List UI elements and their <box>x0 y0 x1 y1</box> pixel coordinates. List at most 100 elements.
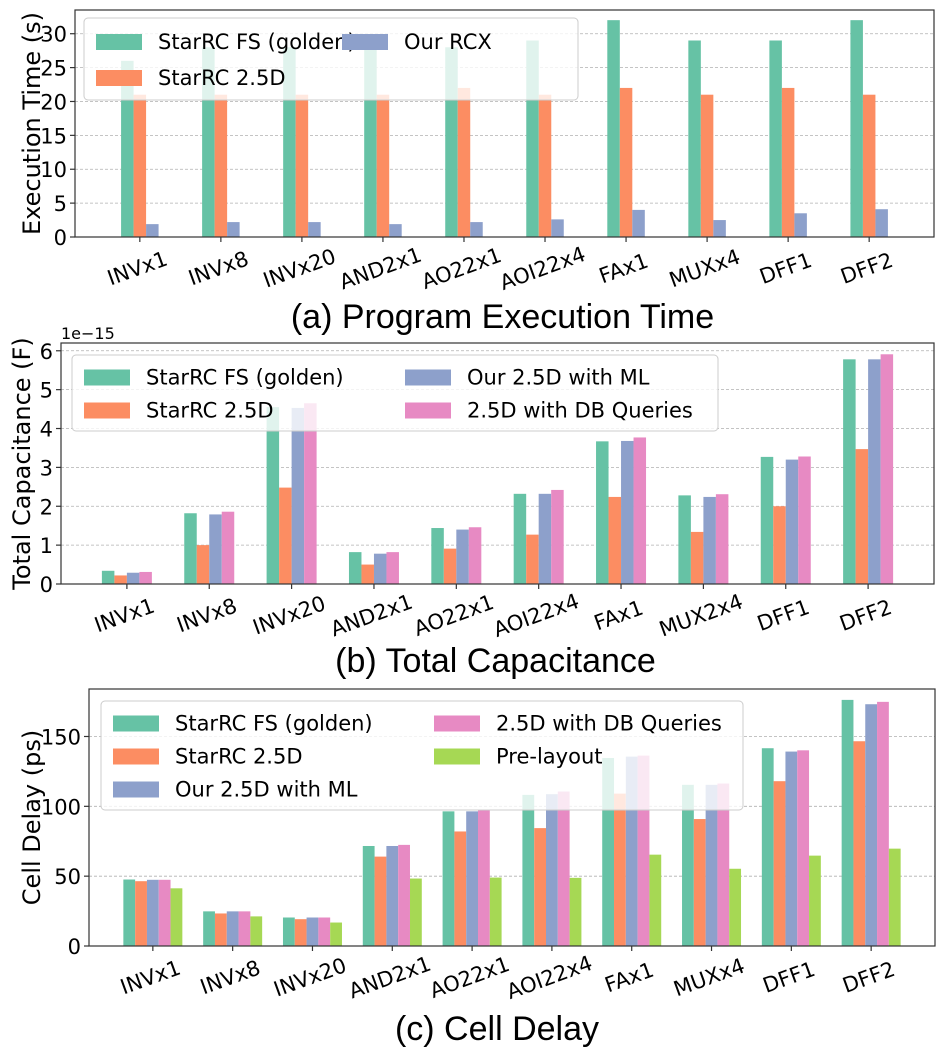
bar-prelayout-dff1 <box>809 855 821 946</box>
legend-swatch-starrc25d <box>113 748 159 765</box>
y-tick-label: 0 <box>40 573 53 597</box>
bar-prelayout-fax1 <box>649 854 662 946</box>
y-tick-label: 0 <box>54 226 67 250</box>
bar-golden-fax1 <box>607 20 620 237</box>
bar-prelayout-invx1 <box>170 888 183 946</box>
x-tick-label: MUXx4 <box>666 245 743 293</box>
bar-golden-dff1 <box>760 456 774 584</box>
bar-starrc25d-ao22x1 <box>454 831 467 946</box>
x-tick-label: AO22x1 <box>411 590 497 641</box>
bar-ml-invx1 <box>146 879 159 946</box>
x-tick-label: AOI22x4 <box>490 589 582 642</box>
x-tick-label: AO22x1 <box>418 243 504 294</box>
bar-golden-ao22x1 <box>431 528 444 584</box>
bar-ml-dff1 <box>785 751 798 946</box>
legend-label: StarRC FS (golden) <box>175 712 373 736</box>
x-tick-label: INVx8 <box>197 956 264 1000</box>
x-tick-label: INVx20 <box>250 591 329 639</box>
legend-label: Our 2.5D with ML <box>467 366 650 390</box>
y-tick-label: 10 <box>40 158 67 182</box>
bar-prelayout-invx8 <box>250 916 263 946</box>
y-tick-label: 150 <box>41 725 81 749</box>
bar-db-fax1 <box>633 437 647 584</box>
y-tick-label: 20 <box>40 90 67 114</box>
bar-ml-ao22x1 <box>466 811 478 946</box>
x-tick-label: INVx8 <box>185 247 252 291</box>
legend-swatch-golden <box>84 369 130 386</box>
axes-frame <box>60 342 935 585</box>
bar-ml-dff2 <box>875 209 888 237</box>
bar-prelayout-ao22x1 <box>489 877 502 946</box>
legend-label: StarRC 2.5D <box>175 745 303 769</box>
bar-golden-ao22x1 <box>442 811 455 946</box>
chart-panel-2: 0 1 2 3 4 5 6 INVx1 INVx8 INVx20AND2x1AO22x1AOI22… <box>8 324 935 680</box>
bar-golden-muxx4 <box>688 40 701 237</box>
bar-prelayout-invx20 <box>330 922 342 946</box>
bar-starrc25d-aoi22x4 <box>538 94 552 237</box>
axes-frame <box>88 688 936 947</box>
bar-starrc25d-and2x1 <box>361 564 374 584</box>
y-tick-label: 25 <box>40 57 67 81</box>
panel-caption: (a) Program Execution Time <box>291 298 714 336</box>
y-tick-label: 2 <box>40 495 53 519</box>
legend-item: 2.5D with DB Queries <box>405 399 693 423</box>
bar-db-invx8 <box>221 511 235 584</box>
bar-golden-mux2x4 <box>678 495 691 584</box>
bar-starrc25d-invx1 <box>114 575 127 584</box>
bar-golden-invx8 <box>203 911 215 946</box>
bar-ml-aoi22x4 <box>546 794 558 946</box>
bar-ml-mux2x4 <box>703 496 716 584</box>
bar-golden-dff2 <box>843 359 856 584</box>
bar-starrc25d-muxx4 <box>693 819 706 946</box>
legend-item: Our 2.5D with ML <box>405 366 650 390</box>
legend-box <box>100 700 744 811</box>
bar-starrc25d-dff1 <box>781 87 795 237</box>
bar-golden-fax1 <box>596 441 609 584</box>
bar-starrc25d-fax1 <box>614 793 626 946</box>
bar-starrc25d-dff1 <box>773 781 786 946</box>
legend-item: StarRC FS (golden) <box>96 30 356 54</box>
bar-db-and2x1 <box>386 552 399 584</box>
bar-ml-fax1 <box>632 209 645 237</box>
bar-ml-aoi22x4 <box>551 219 564 237</box>
panel-caption: (b) Total Capacitance <box>335 642 656 680</box>
bar-golden-aoi22x4 <box>522 794 535 946</box>
x-tick-label: FAx1 <box>596 249 651 289</box>
bar-starrc25d-invx8 <box>214 94 228 237</box>
bar-starrc25d-invx20 <box>279 487 292 584</box>
y-tick-label: 3 <box>40 456 53 480</box>
bar-golden-dff2 <box>841 699 854 946</box>
bar-prelayout-aoi22x4 <box>569 877 582 946</box>
bar-starrc25d-dff1 <box>773 506 786 584</box>
chart-panel-3: 0 50 100 150 INVx1 INVx8 INVx20AND2x1AO22x1AOI… <box>18 688 936 1048</box>
legend-swatch-golden <box>96 34 142 50</box>
legend-label: StarRC FS (golden) <box>146 366 344 390</box>
legend: StarRC FS (golden) StarRC 2.5D Our 2.5D wi… <box>71 354 719 432</box>
bar-golden-dff2 <box>850 20 863 237</box>
x-tick-label: INVx20 <box>260 244 339 292</box>
y-tick-label: 100 <box>41 795 81 819</box>
bar-golden-dff1 <box>761 748 774 946</box>
bar-golden-invx1 <box>123 879 136 946</box>
x-tick-label: DFF1 <box>756 248 815 289</box>
bar-golden-invx1 <box>121 60 134 238</box>
bar-golden-dff1 <box>769 40 782 237</box>
bar-db-ao22x1 <box>468 527 482 584</box>
x-tick-label: AND2x1 <box>327 590 415 642</box>
legend-label: StarRC 2.5D <box>146 399 274 423</box>
legend-item: StarRC FS (golden) <box>84 366 344 390</box>
legend: StarRC FS (golden) StarRC 2.5D Our RCX <box>83 17 579 101</box>
panel-caption: (c) Cell Delay <box>395 1010 599 1048</box>
bar-db-dff1 <box>797 750 810 946</box>
legend-swatch-ml <box>405 369 451 386</box>
bar-ml-invx8 <box>209 514 222 584</box>
bar-starrc25d-fax1 <box>619 87 633 237</box>
bar-golden-and2x1 <box>362 845 375 946</box>
bar-ml-and2x1 <box>386 845 399 946</box>
x-tick-label: DFF2 <box>839 957 898 998</box>
x-tick-label: MUXx4 <box>670 954 747 1002</box>
bar-starrc25d-mux2x4 <box>690 531 704 584</box>
legend-label: StarRC 2.5D <box>158 66 286 90</box>
legend-box <box>83 17 579 101</box>
bar-ml-and2x1 <box>373 553 387 584</box>
